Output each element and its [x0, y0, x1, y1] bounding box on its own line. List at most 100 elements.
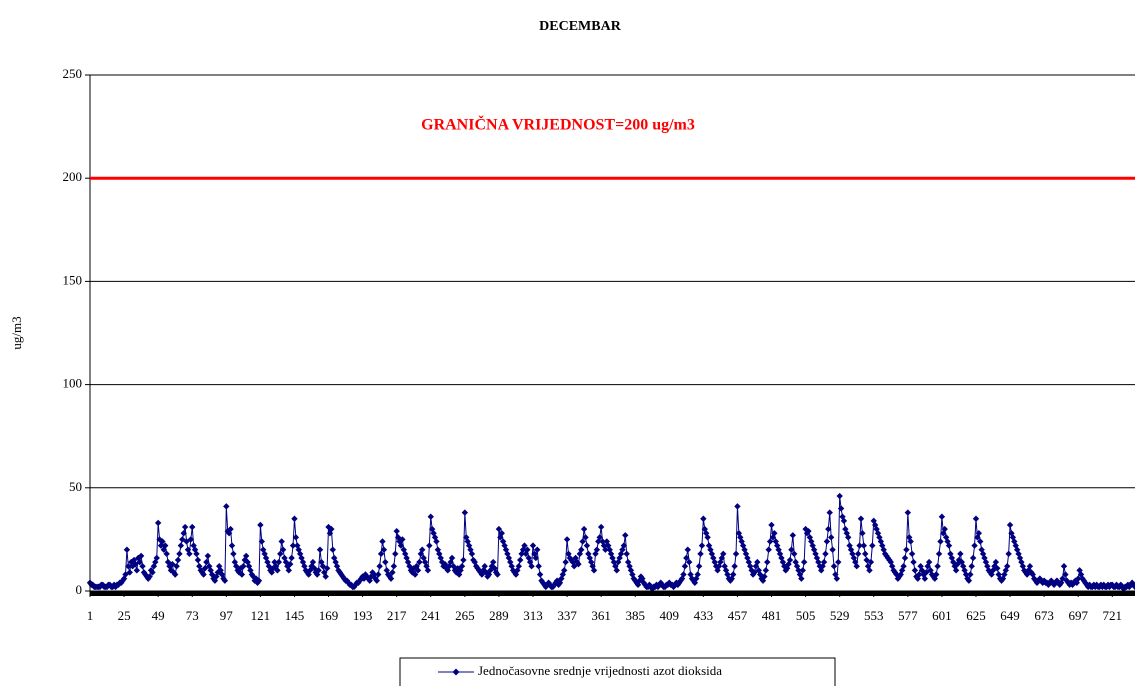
data-point [649, 585, 656, 593]
data-point [176, 550, 183, 558]
data-point [379, 538, 386, 545]
data-point [860, 542, 868, 549]
data-point [562, 558, 569, 566]
data-point [294, 542, 301, 549]
data-point [173, 563, 180, 570]
data-point [741, 546, 748, 553]
data-point [262, 554, 270, 562]
data-point [891, 569, 899, 576]
data-point [153, 554, 160, 562]
data-point [981, 554, 988, 562]
data-point [549, 583, 557, 591]
x-tick-label: 601 [932, 608, 952, 623]
data-point [999, 575, 1007, 582]
data-point [1021, 567, 1028, 574]
data-point [265, 563, 273, 570]
data-point [886, 556, 893, 564]
data-point [873, 525, 880, 533]
data-point [761, 573, 768, 580]
data-point [1040, 577, 1048, 584]
data-point [211, 577, 219, 584]
data-point [640, 579, 647, 586]
data-point [1033, 579, 1041, 586]
data-point [578, 546, 585, 553]
data-point [715, 563, 723, 570]
data-point [589, 563, 596, 570]
data-point [747, 563, 754, 570]
data-point [633, 579, 640, 586]
data-point [477, 569, 484, 576]
data-point [355, 579, 362, 586]
data-point [938, 513, 946, 520]
data-point [542, 583, 549, 591]
data-point [251, 577, 258, 584]
data-point [228, 542, 236, 549]
data-point [561, 567, 568, 574]
data-point [791, 550, 798, 558]
data-point [977, 538, 984, 545]
data-point [316, 546, 324, 553]
data-point [240, 563, 247, 570]
data-point [119, 577, 126, 584]
data-point [103, 583, 111, 591]
x-tick-label: 25 [118, 608, 131, 623]
data-point [419, 546, 426, 553]
x-tick-label: 385 [625, 608, 645, 623]
y-tick-label: 150 [63, 272, 83, 287]
data-point [517, 556, 524, 564]
x-tick-label: 73 [186, 608, 199, 623]
data-point [597, 523, 605, 531]
data-point [710, 554, 717, 562]
data-point [781, 563, 788, 570]
data-point [1062, 571, 1069, 578]
data-point [612, 563, 619, 570]
data-point [923, 569, 930, 576]
data-point [278, 538, 285, 545]
data-point [1072, 577, 1079, 584]
data-point [908, 550, 916, 558]
data-point [481, 563, 488, 570]
data-point [680, 571, 687, 578]
y-tick-label: 50 [69, 479, 82, 494]
data-point [203, 558, 210, 566]
data-point [291, 515, 298, 522]
data-point [414, 567, 422, 574]
data-point [397, 542, 405, 549]
data-point [502, 546, 510, 553]
data-point [802, 525, 809, 533]
data-point [866, 567, 873, 574]
data-point [494, 571, 501, 578]
data-point [799, 567, 806, 574]
data-point [524, 546, 531, 553]
data-point [737, 534, 744, 541]
data-point [136, 558, 143, 566]
data-point [879, 542, 886, 549]
data-point [700, 515, 707, 522]
data-point [941, 525, 948, 533]
data-point [582, 534, 589, 541]
y-tick-label: 0 [76, 582, 83, 597]
data-point [695, 563, 703, 570]
data-point [490, 558, 497, 566]
data-point [275, 558, 283, 566]
data-point [463, 534, 470, 541]
data-point [563, 536, 571, 543]
data-point [336, 569, 344, 576]
data-point [248, 571, 256, 578]
data-point [403, 554, 410, 562]
data-point [390, 563, 398, 570]
data-point [495, 525, 503, 533]
data-point [1005, 550, 1012, 558]
data-point [854, 550, 862, 558]
data-point [163, 550, 170, 558]
data-point [775, 546, 782, 553]
data-point [450, 563, 457, 570]
data-point [952, 567, 960, 574]
data-point [676, 579, 683, 586]
data-point [727, 577, 734, 584]
data-point [901, 554, 909, 562]
data-point [565, 550, 572, 558]
data-point [1063, 577, 1071, 584]
data-point [1045, 581, 1052, 589]
data-point [426, 542, 433, 549]
